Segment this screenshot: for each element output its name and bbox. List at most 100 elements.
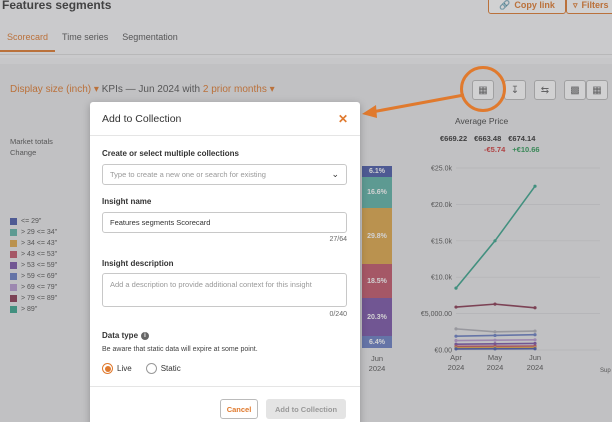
series-point xyxy=(493,342,497,346)
tab-time-series[interactable]: Time series xyxy=(62,32,109,42)
change-label: Change xyxy=(10,148,37,157)
market-totals-label: Market totals xyxy=(10,137,53,146)
radio-live[interactable]: Live xyxy=(102,363,132,374)
average-price-line-chart: €0.00 €5,000.00 €10.0k €15.0k €20.0k €25.0k Ap… xyxy=(421,166,600,372)
legend-label: > 29 <= 34" xyxy=(21,229,58,236)
series-point xyxy=(454,327,458,331)
legend-label: > 69 <= 79" xyxy=(21,284,58,291)
top-bar: Features segments 🔗 Copy link ▿ Filters … xyxy=(0,0,612,58)
dialog-title: Add to Collection xyxy=(102,112,182,125)
legend-swatch xyxy=(10,240,17,247)
tab-segmentation[interactable]: Segmentation xyxy=(122,32,178,42)
add-to-collection-dialog: Add to Collection ✕ Create or select mul… xyxy=(90,102,360,422)
highlight-ring xyxy=(460,66,506,112)
collections-label: Create or select multiple collections xyxy=(102,149,239,158)
series-line xyxy=(455,185,536,289)
collections-placeholder: Type to create a new one or search for e… xyxy=(110,170,266,179)
legend-item: > 79 <= 89" xyxy=(10,293,57,304)
collections-select[interactable]: Type to create a new one or search for e… xyxy=(102,164,347,185)
radio-static-label: Static xyxy=(160,364,181,373)
avg-change-jun: +€10.66 xyxy=(512,145,540,154)
series-point xyxy=(493,347,497,351)
close-icon[interactable]: ✕ xyxy=(337,111,348,126)
y-tick-label: €15.0k xyxy=(431,238,453,245)
legend-item: > 89" xyxy=(10,304,57,315)
legend-swatch xyxy=(10,284,17,291)
x-tick-year: 2024 xyxy=(527,363,544,372)
filters-button[interactable]: ▿ Filters xyxy=(566,0,612,14)
tab-bar: Scorecard Time series Segmentation xyxy=(0,26,185,52)
legend-item: > 59 <= 69" xyxy=(10,271,57,282)
copy-link-button[interactable]: 🔗 Copy link xyxy=(488,0,566,14)
insight-name-value: Features segments Scorecard xyxy=(110,218,211,227)
radio-static[interactable]: Static xyxy=(145,363,181,374)
filter-icon: ▿ xyxy=(573,0,578,10)
legend-label: <= 29" xyxy=(21,218,42,225)
legend-item: <= 29" xyxy=(10,216,57,227)
legend-label: > 43 <= 53" xyxy=(21,251,58,258)
insight-name-label: Insight name xyxy=(102,197,152,206)
series-point xyxy=(533,333,537,337)
table-icon[interactable]: ▦ xyxy=(586,80,608,100)
download-icon[interactable]: ↧ xyxy=(504,80,526,100)
series-point xyxy=(533,338,537,342)
legend-item: > 53 <= 59" xyxy=(10,260,57,271)
data-type-options: Live Static xyxy=(102,363,181,374)
stacked-segment: 29.8% xyxy=(362,208,392,264)
average-price-changes: -€5.74 +€10.66 xyxy=(484,145,540,154)
legend-swatch xyxy=(10,262,17,269)
copy-link-label: Copy link xyxy=(514,0,555,10)
series-point xyxy=(454,338,458,343)
x-tick-month: Apr xyxy=(450,353,462,362)
add-to-collection-button[interactable]: Add to Collection xyxy=(266,399,346,419)
series-point xyxy=(493,239,497,243)
stacked-segment: 6.1% xyxy=(362,166,392,178)
bar-chart-icon[interactable]: ▩ xyxy=(564,80,586,100)
legend-swatch xyxy=(10,229,17,236)
stacked-bar: 6.1% 16.6% 29.8% 18.5% 20.3% 6.4% xyxy=(362,166,392,348)
insight-name-input[interactable]: Features segments Scorecard xyxy=(102,212,347,233)
legend-item: > 29 <= 34" xyxy=(10,227,57,238)
avg-change-may: -€5.74 xyxy=(484,145,506,154)
kpi-selector-line: Display size (inch) ▾ KPIs — Jun 2024 wi… xyxy=(10,84,275,95)
average-price-title: Average Price xyxy=(455,116,509,126)
data-type-hint: Be aware that static data will expire at… xyxy=(102,346,258,353)
cancel-button[interactable]: Cancel xyxy=(220,399,258,419)
stacked-x-label: Jun 2024 xyxy=(368,354,386,373)
chevron-down-icon: ⌄ xyxy=(331,169,339,179)
series-point xyxy=(493,302,497,306)
legend-label: > 34 <= 43" xyxy=(21,240,58,247)
avg-value-apr: €669.22 xyxy=(440,134,468,143)
legend-label: > 59 <= 69" xyxy=(21,273,58,280)
legend-item: > 69 <= 79" xyxy=(10,282,57,293)
description-label: Insight description xyxy=(102,259,174,268)
x-tick-month: Jun xyxy=(529,353,541,362)
legend-label: > 53 <= 59" xyxy=(21,262,58,269)
info-icon[interactable]: i xyxy=(141,331,150,340)
description-counter: 0/240 xyxy=(329,311,347,318)
y-tick-label: €20.0k xyxy=(431,202,453,209)
page-title: Features segments xyxy=(2,0,112,12)
y-tick-label: €25.0k xyxy=(431,166,453,173)
kpi-period-text: KPIs — Jun 2024 with xyxy=(101,84,201,95)
series-point xyxy=(493,338,497,342)
stacked-segment: 16.6% xyxy=(362,177,392,209)
swap-icon[interactable]: ⇆ xyxy=(534,80,556,100)
series-point xyxy=(454,286,458,290)
period-dropdown[interactable]: 2 prior months ▾ xyxy=(202,84,275,95)
series-point xyxy=(454,305,458,309)
tab-divider xyxy=(0,54,612,55)
legend-label: > 89" xyxy=(21,306,38,313)
tab-scorecard[interactable]: Scorecard xyxy=(0,26,56,52)
radio-static-indicator xyxy=(145,363,157,374)
legend-swatch xyxy=(10,306,17,313)
dimension-dropdown[interactable]: Display size (inch) ▾ xyxy=(10,84,99,95)
legend-swatch xyxy=(10,218,17,225)
data-type-label-row: Data type i xyxy=(102,331,150,340)
series-point xyxy=(493,330,497,334)
data-type-label: Data type xyxy=(102,331,139,340)
series-point xyxy=(533,329,537,333)
description-textarea[interactable]: Add a description to provide additional … xyxy=(102,273,347,307)
x-tick-year: 2024 xyxy=(448,363,465,372)
annotation-arrow xyxy=(362,93,465,118)
